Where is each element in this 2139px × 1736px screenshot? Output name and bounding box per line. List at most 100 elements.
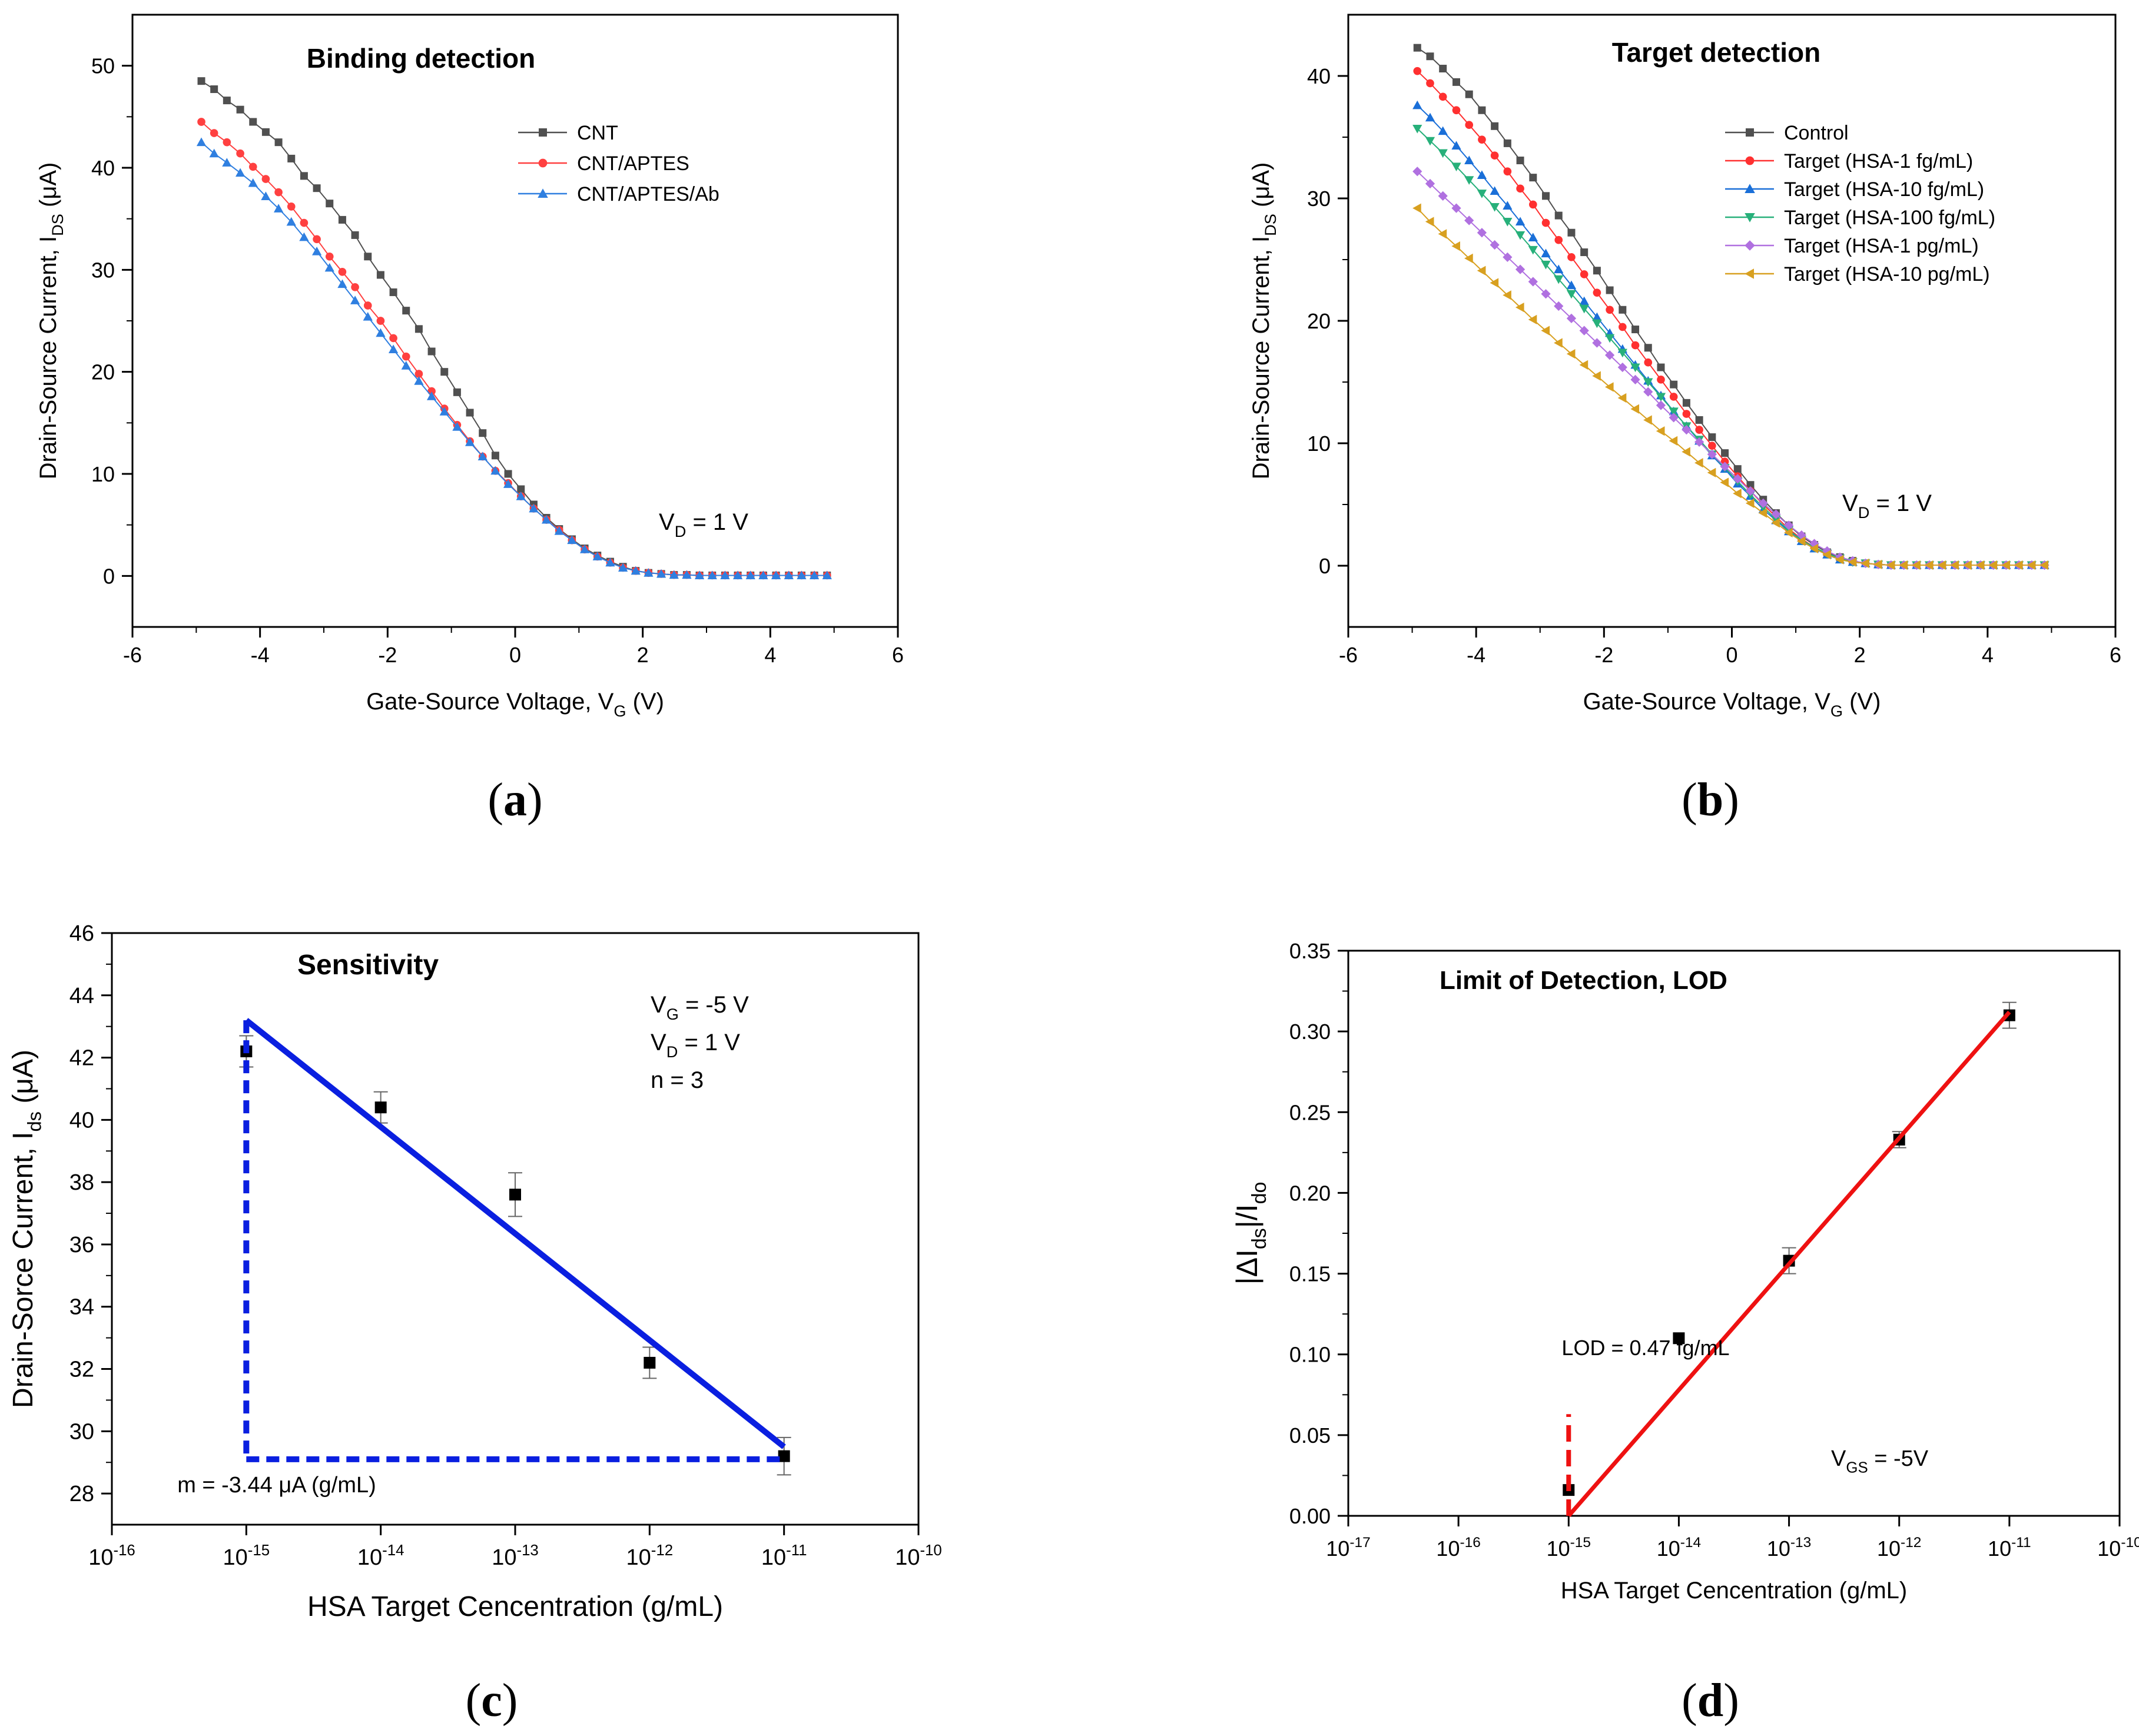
data-point xyxy=(1604,382,1614,392)
condition-label: n = 3 xyxy=(651,1067,704,1093)
data-point xyxy=(261,175,270,183)
data-point xyxy=(1464,253,1473,264)
data-point xyxy=(313,235,321,244)
x-tick-label: 6 xyxy=(892,643,904,667)
data-point xyxy=(809,570,820,579)
data-point xyxy=(1528,233,1538,242)
data-point xyxy=(1580,248,1589,257)
chart-title: Sensitivity xyxy=(297,950,439,981)
data-point xyxy=(1682,424,1692,435)
data-point xyxy=(1425,178,1435,189)
data-point xyxy=(1835,555,1844,565)
chart-title: Limit of Detection, LOD xyxy=(1440,966,1727,995)
data-point xyxy=(1579,360,1589,370)
data-point xyxy=(516,492,526,500)
data-point xyxy=(477,452,488,461)
data-point xyxy=(682,570,692,579)
data-point xyxy=(1490,203,1500,212)
data-point xyxy=(1604,350,1615,360)
data-point xyxy=(1464,176,1474,185)
data-point xyxy=(465,437,475,446)
data-point xyxy=(1733,474,1743,484)
y-tick-label: 30 xyxy=(69,1419,94,1444)
data-point xyxy=(1503,290,1511,300)
data-point xyxy=(1452,78,1461,86)
label-text: V xyxy=(1842,490,1858,516)
y-tick-label: 40 xyxy=(1307,64,1331,88)
y-tick-label: 0 xyxy=(103,564,115,588)
data-point xyxy=(1619,306,1627,314)
data-point xyxy=(1669,413,1679,423)
data-point xyxy=(1464,215,1474,225)
caption-paren: ) xyxy=(1723,774,1739,826)
label-text: Drain-Source Current, I xyxy=(35,236,61,479)
data-point xyxy=(1771,515,1781,525)
caption-paren: ) xyxy=(502,1675,518,1727)
data-point xyxy=(1478,106,1486,114)
panel-c: 10-16 10-15 10-14 10-13 10-12 10-11 10-1028303… xyxy=(8,921,942,1727)
label-text: n = 3 xyxy=(651,1067,704,1093)
data-point xyxy=(374,1101,387,1114)
tick-base: 10 xyxy=(1988,1536,2011,1561)
data-point xyxy=(1491,122,1499,130)
data-point xyxy=(605,557,615,567)
data-point xyxy=(1528,245,1538,255)
tick-base: 10 xyxy=(626,1545,651,1570)
legend-label: Target (HSA-100 fg/mL) xyxy=(1784,207,1995,229)
data-point xyxy=(1912,560,1921,570)
x-tick-label: 10-13 xyxy=(492,1542,539,1570)
data-point xyxy=(771,570,781,579)
data-point xyxy=(1592,312,1602,321)
data-point xyxy=(1963,560,1972,570)
data-point xyxy=(1438,92,1447,101)
data-point xyxy=(517,485,525,493)
data-point xyxy=(1477,190,1487,198)
data-point xyxy=(1758,508,1767,518)
data-point xyxy=(1707,467,1716,478)
data-point xyxy=(236,105,244,114)
data-point xyxy=(1644,344,1652,352)
data-point xyxy=(1490,151,1499,160)
data-point xyxy=(1708,433,1716,442)
data-point xyxy=(1503,252,1513,262)
data-point xyxy=(1617,393,1627,403)
x-tick-label: 10-14 xyxy=(357,1542,404,1570)
data-point xyxy=(1516,184,1524,193)
data-point xyxy=(1733,465,1742,473)
panel-caption: (b) xyxy=(1682,774,1739,826)
data-point xyxy=(466,409,474,417)
tick-base: 10 xyxy=(223,1545,248,1570)
data-point xyxy=(1950,560,1959,570)
data-point xyxy=(1669,407,1679,417)
data-point xyxy=(567,535,577,545)
plot-frame xyxy=(1347,14,2117,628)
label-text: (μA) xyxy=(35,162,61,214)
data-point xyxy=(1975,560,1985,570)
data-point xyxy=(1771,518,1780,528)
data-point xyxy=(479,429,487,437)
data-point xyxy=(1554,338,1563,348)
label-text: (V) xyxy=(1843,689,1881,715)
data-point xyxy=(1643,378,1653,387)
data-point xyxy=(1503,167,1512,176)
data-point xyxy=(1452,106,1461,115)
y-tick-label: 0.25 xyxy=(1289,1100,1331,1124)
data-point xyxy=(313,184,321,192)
data-point xyxy=(1412,167,1422,177)
data-point xyxy=(1988,560,1998,570)
x-tick-label: 10-15 xyxy=(1547,1535,1591,1561)
tick-exponent: -14 xyxy=(382,1542,404,1559)
caption-paren: ) xyxy=(1723,1675,1739,1727)
data-point xyxy=(1413,44,1421,52)
data-point xyxy=(1657,376,1665,384)
subscript: DS xyxy=(48,214,67,236)
data-point xyxy=(210,129,218,137)
data-point xyxy=(1490,278,1499,288)
data-point xyxy=(1425,112,1435,122)
data-point xyxy=(376,271,384,279)
label-text: = -5V xyxy=(1868,1446,1929,1471)
y-tick-label: 0.10 xyxy=(1289,1343,1331,1367)
y-tick-label: 10 xyxy=(91,462,115,486)
data-point xyxy=(1617,348,1627,358)
x-tick-label: -6 xyxy=(1339,643,1358,667)
